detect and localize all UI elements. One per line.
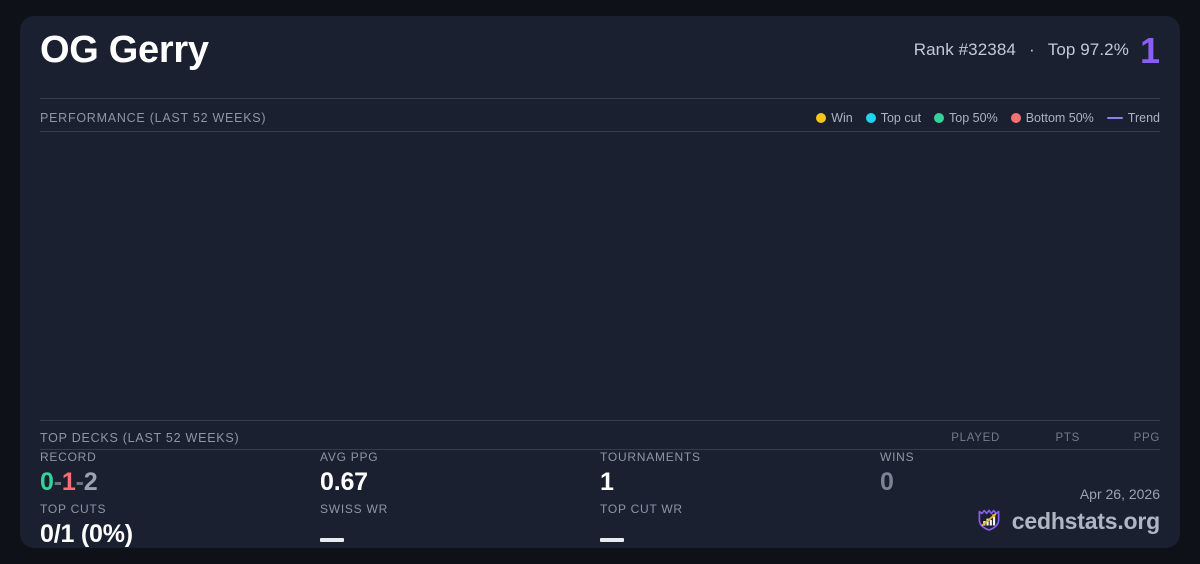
legend-dot-top-cut [865, 113, 876, 123]
stat-value-wins: 0 [880, 468, 894, 496]
player-stats-card: OG Gerry Rank #32384 · Top 97.2% 1 PERFO… [20, 16, 1180, 548]
top-decks-column-headers: PLAYED PTS PPG [904, 432, 1160, 444]
legend-dot-bottom-50 [1010, 113, 1021, 123]
record-draws: 2 [83, 468, 98, 496]
stat-tournaments: TOURNAMENTS 1 [600, 450, 880, 502]
stats-row-secondary: TOP CUTS 0/1 (0%) SWISS WR TOP CUT WR [40, 502, 1160, 548]
card-header: OG Gerry Rank #32384 · Top 97.2% 1 [20, 16, 1180, 84]
stat-value-top-cuts: 0/1 (0%) [40, 520, 133, 548]
top-decks-header: TOP DECKS (LAST 52 WEEKS) PLAYED PTS PPG [40, 429, 1160, 447]
stat-label-wins: WINS [880, 450, 915, 464]
stat-label-top-cut-wr: TOP CUT WR [600, 502, 683, 516]
legend-label-bottom-50: Bottom 50% [1025, 111, 1094, 125]
record-wins: 0 [40, 468, 54, 496]
rank-summary: Rank #32384 · Top 97.2% 1 [913, 30, 1160, 71]
performance-header: PERFORMANCE (LAST 52 WEEKS) Win Top cut … [40, 109, 1160, 127]
record-dash-1: - [53, 468, 62, 496]
percentile-label: Top 97.2% [1047, 40, 1129, 59]
top-decks-section-label: TOP DECKS (LAST 52 WEEKS) [40, 431, 240, 445]
swiss-wr-empty-dash [320, 538, 344, 542]
column-header-ppg: PPG [1133, 432, 1160, 444]
page-title: OG Gerry [40, 29, 209, 71]
shield-chart-logo-icon [975, 505, 1003, 538]
stat-label-top-cuts: TOP CUTS [40, 502, 107, 516]
column-header-played: PLAYED [951, 432, 1000, 444]
header-divider [40, 98, 1160, 99]
stat-value-avg-ppg: 0.67 [320, 468, 368, 496]
top-decks-top-divider [40, 420, 1160, 421]
top-cut-wr-empty-dash [600, 538, 624, 542]
stat-value-record: 0-1-2 [40, 469, 320, 495]
legend-label-top-50: Top 50% [949, 111, 998, 125]
top-decks-bottom-divider [40, 449, 1160, 450]
stat-top-cuts: TOP CUTS 0/1 (0%) [40, 502, 320, 548]
legend-item-bottom-50[interactable]: Bottom 50% [1010, 111, 1094, 125]
stat-record: RECORD 0-1-2 [40, 450, 320, 502]
stat-label-avg-ppg: AVG PPG [320, 450, 379, 464]
brand-name: cedhstats.org [1011, 508, 1160, 534]
stat-top-cut-wr: TOP CUT WR [600, 502, 880, 548]
legend-label-trend: Trend [1127, 111, 1160, 125]
stat-label-tournaments: TOURNAMENTS [600, 450, 701, 464]
snapshot-date: Apr 26, 2026 [1079, 486, 1160, 502]
performance-chart-plot[interactable] [40, 132, 1160, 414]
stat-swiss-wr: SWISS WR [320, 502, 600, 548]
stats-row-primary: RECORD 0-1-2 AVG PPG 0.67 TOURNAMENTS 1 … [40, 450, 1160, 502]
brand-row[interactable]: cedhstats.org [975, 505, 1160, 538]
performance-section-label: PERFORMANCE (LAST 52 WEEKS) [40, 111, 267, 125]
legend-label-top-cut: Top cut [880, 111, 922, 125]
legend-item-win[interactable]: Win [816, 111, 853, 125]
rank-separator: · [1028, 40, 1035, 59]
chart-legend: Win Top cut Top 50% Bottom 50% Trend [816, 111, 1160, 125]
stat-value-tournaments: 1 [600, 468, 614, 496]
legend-label-win: Win [831, 111, 853, 125]
stats-grid: RECORD 0-1-2 AVG PPG 0.67 TOURNAMENTS 1 … [40, 450, 1160, 548]
stat-avg-ppg: AVG PPG 0.67 [320, 450, 600, 502]
stat-value-swiss-wr [320, 521, 600, 547]
performance-divider [40, 131, 1160, 132]
footer-brand: Apr 26, 2026 cedhstats.org [975, 486, 1160, 538]
stat-label-swiss-wr: SWISS WR [320, 502, 388, 516]
record-dash-2: - [75, 468, 84, 496]
legend-item-trend[interactable]: Trend [1106, 111, 1160, 125]
legend-line-trend [1106, 117, 1123, 119]
legend-item-top-50[interactable]: Top 50% [934, 111, 998, 125]
legend-item-top-cut[interactable]: Top cut [865, 111, 922, 125]
rank-label: Rank #32384 [913, 40, 1016, 59]
rank-badge: 1 [1139, 30, 1160, 71]
column-header-pts: PTS [1055, 432, 1080, 444]
record-losses: 1 [61, 468, 76, 496]
stat-wins: WINS 0 [880, 450, 1160, 502]
stat-label-record: RECORD [40, 450, 97, 464]
stat-value-top-cut-wr [600, 521, 880, 547]
legend-dot-win [816, 113, 827, 123]
legend-dot-top-50 [934, 113, 945, 123]
